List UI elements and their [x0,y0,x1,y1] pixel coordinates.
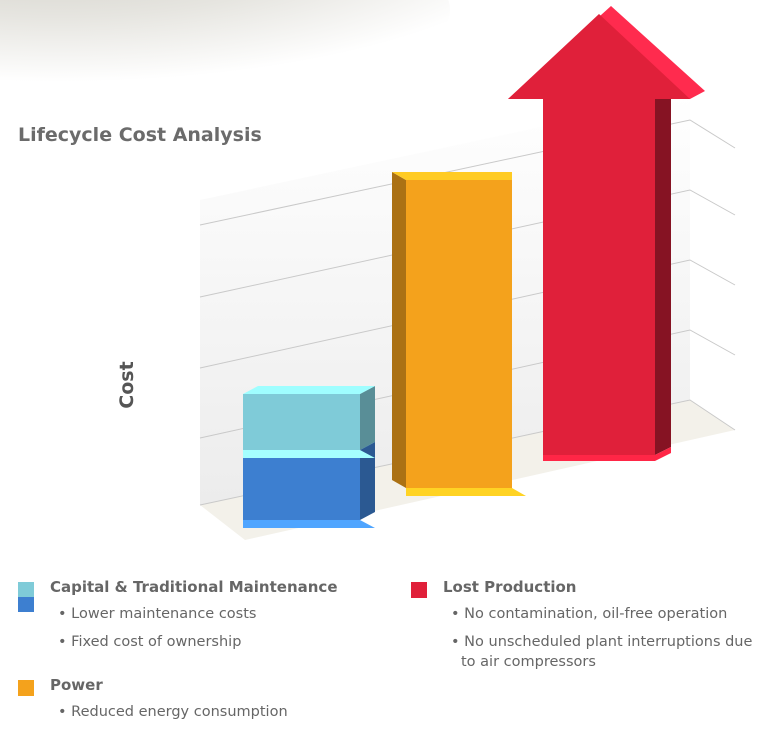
legend-label: Capital & Traditional Maintenance [50,578,338,596]
bar [243,394,360,450]
y-axis-label: Cost [116,361,138,408]
note-text: Reduced energy consumption [71,704,287,720]
legend-note: • No contamination, oil-free operation [443,604,763,624]
legend-item: Capital & Traditional Maintenance • Lower… [50,578,338,652]
bar-top [243,386,375,394]
bar [243,450,360,520]
note-text: Fixed cost of ownership [71,634,241,650]
bullet: • [58,606,71,622]
legend-note: • Reduced energy consumption [50,702,288,722]
header-image [0,0,450,100]
legend-swatch [18,582,34,612]
legend-note: • Fixed cost of ownership [50,632,338,652]
bar-side [360,386,375,450]
bar-top [392,172,512,180]
legend-label: Lost Production [443,578,763,596]
bullet: • [58,704,71,720]
legend-note: • Lower maintenance costs [50,604,338,624]
bar-bottom-edge [243,450,375,458]
page: {"chart_data":{"type":"bar","title":"Lif… [0,0,768,742]
bar-bottom-edge [406,488,526,496]
legend-note: • No unscheduled plant interruptions due… [443,632,763,672]
bullet: • [58,634,71,650]
legend-item: Lost Production • No contamination, oil-f… [443,578,763,672]
note-text: No contamination, oil-free operation [464,606,727,622]
bar-side [392,172,406,488]
bullet: • [451,606,464,622]
legend-swatch [411,582,427,598]
chart-title: Lifecycle Cost Analysis [18,124,262,146]
bar [406,180,512,488]
note-text: Lower maintenance costs [71,606,256,622]
legend-label: Power [50,676,288,694]
bullet: • [451,634,464,650]
bar-bottom-edge [243,520,375,528]
legend-item: Power • Reduced energy consumption [50,676,288,722]
bar-side [655,91,671,455]
note-text: No unscheduled plant interruptions due t… [461,634,752,670]
legend-swatch [18,680,34,696]
